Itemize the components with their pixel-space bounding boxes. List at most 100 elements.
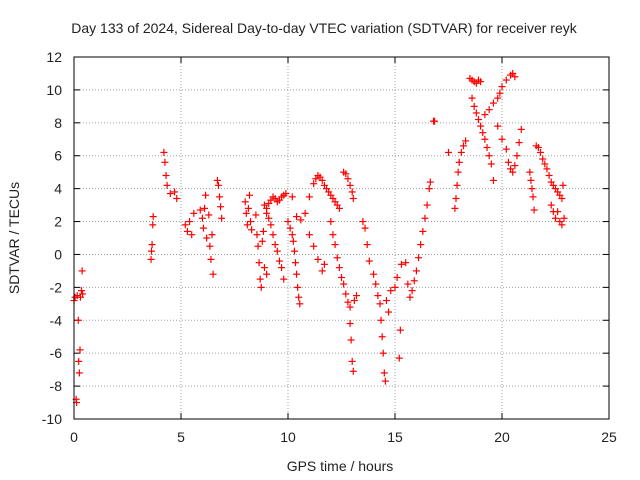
data-point	[496, 89, 504, 97]
data-point	[445, 148, 452, 156]
data-point	[543, 165, 551, 173]
data-point	[346, 181, 354, 189]
data-point	[291, 259, 299, 267]
data-point	[286, 224, 294, 232]
tick-labels: 0 5 10 15 20 25 -10 -8 -6 -4 -2 0 2 4 6 8 10 12	[42, 49, 617, 445]
data-point	[258, 237, 266, 245]
data-point	[479, 129, 487, 137]
data-point	[423, 201, 431, 209]
y-tick-label: 8	[54, 115, 62, 131]
data-point	[558, 221, 566, 229]
data-point	[248, 226, 256, 234]
data-point	[382, 297, 390, 305]
data-point	[494, 94, 502, 102]
data-point	[284, 218, 292, 226]
data-point	[293, 213, 301, 221]
data-point	[472, 109, 480, 117]
data-point	[206, 242, 214, 250]
data-point	[296, 300, 304, 308]
data-point	[149, 221, 157, 229]
data-point	[265, 214, 273, 222]
data-point	[198, 214, 206, 222]
data-point	[344, 298, 352, 306]
data-point	[166, 190, 174, 198]
data-point	[426, 178, 434, 186]
data-point	[243, 221, 251, 229]
data-point	[342, 290, 350, 298]
y-tick-label: 6	[54, 148, 62, 164]
data-point	[76, 346, 84, 354]
data-point	[485, 106, 493, 114]
data-point	[171, 188, 179, 196]
data-point	[301, 209, 309, 217]
data-point	[477, 122, 485, 130]
data-point	[483, 144, 491, 151]
data-point	[517, 125, 525, 133]
y-tick-label: 4	[54, 181, 62, 197]
data-point	[297, 216, 305, 224]
y-tick-label: 10	[46, 82, 62, 98]
data-point	[377, 316, 385, 324]
data-point	[290, 247, 298, 255]
x-tick-label: 10	[280, 429, 296, 445]
data-point	[554, 208, 562, 216]
data-point	[267, 221, 275, 229]
y-tick-label: 2	[54, 214, 62, 230]
x-tick-label: 25	[601, 429, 617, 445]
data-point	[78, 267, 86, 275]
data-point	[293, 270, 301, 278]
data-point	[481, 135, 489, 143]
data-point	[271, 241, 279, 249]
data-point	[216, 193, 224, 201]
data-point	[511, 162, 519, 170]
data-point	[376, 300, 384, 308]
data-point	[273, 247, 281, 255]
data-point	[288, 193, 296, 201]
data-point	[252, 211, 260, 219]
data-point	[199, 224, 207, 232]
data-point	[318, 176, 326, 184]
data-point	[397, 260, 405, 268]
data-point	[534, 144, 542, 151]
data-point	[504, 158, 512, 166]
data-point	[160, 148, 168, 156]
data-point	[314, 255, 322, 263]
data-point	[190, 209, 198, 217]
data-point	[344, 175, 352, 183]
data-point	[77, 287, 85, 295]
data-point	[147, 247, 155, 255]
data-point	[408, 287, 416, 295]
data-point	[217, 203, 225, 211]
data-point	[318, 267, 326, 275]
data-point	[406, 293, 414, 301]
data-point	[147, 255, 155, 263]
data-point	[431, 117, 439, 125]
data-point	[186, 218, 194, 226]
y-tick-label: -4	[50, 312, 63, 328]
x-tick-label: 0	[70, 429, 78, 445]
data-point	[305, 193, 313, 201]
data-point	[203, 234, 211, 242]
x-tick-label: 20	[494, 429, 510, 445]
data-point	[515, 139, 523, 147]
data-point	[263, 270, 271, 278]
x-tick-label: 15	[387, 429, 403, 445]
data-point	[347, 336, 355, 344]
data-point	[255, 259, 263, 267]
data-point	[294, 283, 302, 291]
data-point	[327, 218, 335, 226]
data-point	[502, 76, 510, 84]
data-point	[421, 214, 429, 222]
y-axis-label: SDTVAR / TECUs	[6, 182, 22, 294]
data-point	[335, 264, 343, 272]
data-point	[498, 83, 506, 91]
data-point	[425, 185, 433, 193]
data-point	[162, 171, 170, 179]
data-point	[560, 214, 568, 222]
data-point	[241, 198, 249, 206]
data-point	[173, 195, 181, 203]
data-point	[310, 180, 318, 188]
data-point	[275, 257, 283, 265]
